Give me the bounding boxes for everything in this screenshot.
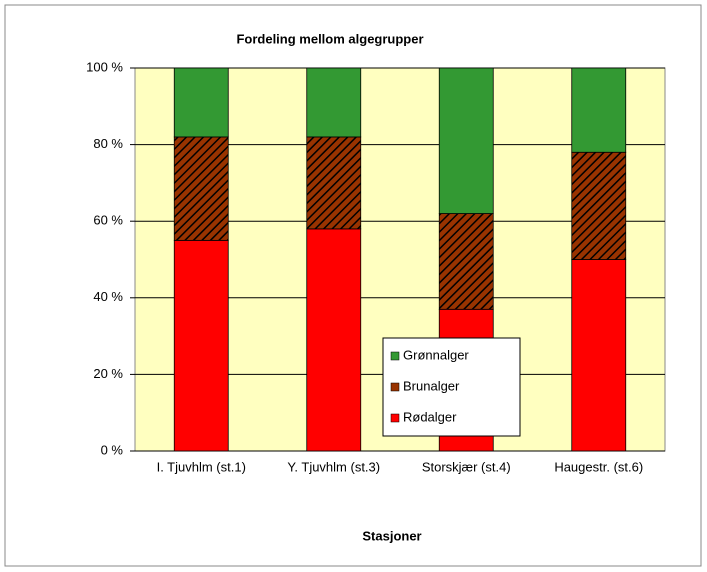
legend-swatch xyxy=(390,351,400,361)
bar-segment xyxy=(306,67,362,138)
bar-segment xyxy=(306,136,362,230)
legend-swatch xyxy=(390,382,400,392)
bar-segment xyxy=(438,213,494,310)
y-tick-label: 40 % xyxy=(93,289,123,304)
x-tick-label: I. Tjuvhlm (st.1) xyxy=(157,459,246,474)
bar-segment xyxy=(438,67,494,214)
bar-segment xyxy=(306,228,362,452)
chart-title: Fordeling mellom algegrupper xyxy=(236,31,423,46)
x-tick-label: Y. Tjuvhlm (st.3) xyxy=(287,459,380,474)
legend xyxy=(382,337,521,437)
x-tick-label: Haugestr. (st.6) xyxy=(554,459,643,474)
legend-swatch xyxy=(390,413,400,423)
x-tick-label: Storskjær (st.4) xyxy=(422,459,511,474)
legend-label: Grønnalger xyxy=(403,347,469,362)
legend-label: Rødalger xyxy=(403,409,457,424)
legend-label: Brunalger xyxy=(403,378,460,393)
y-tick-label: 20 % xyxy=(93,366,123,381)
y-tick-label: 100 % xyxy=(86,59,123,74)
y-tick-label: 0 % xyxy=(101,442,124,457)
bar-segment xyxy=(173,239,229,452)
bar-segment xyxy=(173,67,229,138)
x-axis-title: Stasjoner xyxy=(362,528,421,543)
bar-segment xyxy=(571,151,627,260)
y-tick-label: 80 % xyxy=(93,136,123,151)
bar-segment xyxy=(571,259,627,452)
bar-segment xyxy=(571,67,627,153)
y-tick-label: 60 % xyxy=(93,213,123,228)
bar-segment xyxy=(173,136,229,241)
